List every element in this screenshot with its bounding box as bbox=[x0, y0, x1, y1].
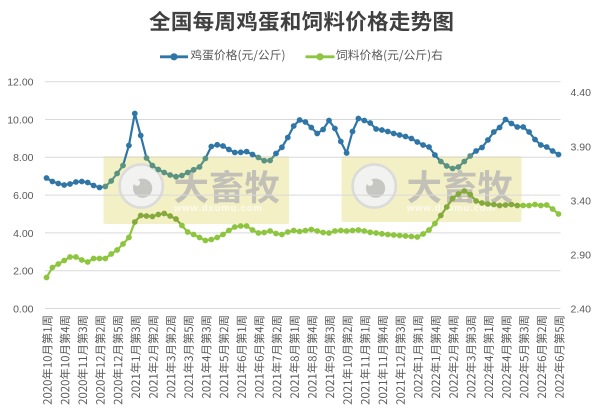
svg-text:www.dxumu.com: www.dxumu.com bbox=[173, 203, 263, 214]
svg-text:4.00: 4.00 bbox=[13, 228, 34, 240]
svg-text:6.00: 6.00 bbox=[13, 190, 34, 202]
svg-text:2.90: 2.90 bbox=[571, 249, 592, 261]
svg-text:8.00: 8.00 bbox=[13, 152, 34, 164]
svg-text:10.00: 10.00 bbox=[7, 115, 33, 127]
svg-text:2.00: 2.00 bbox=[13, 266, 34, 278]
svg-text:12.00: 12.00 bbox=[7, 77, 33, 89]
svg-text:www.dxumu.com: www.dxumu.com bbox=[406, 203, 496, 214]
svg-text:0.00: 0.00 bbox=[13, 303, 34, 315]
svg-text:3.40: 3.40 bbox=[571, 195, 592, 207]
svg-text:2.40: 2.40 bbox=[571, 303, 592, 315]
svg-text:4.40: 4.40 bbox=[571, 87, 592, 99]
svg-text:3.90: 3.90 bbox=[571, 141, 592, 153]
